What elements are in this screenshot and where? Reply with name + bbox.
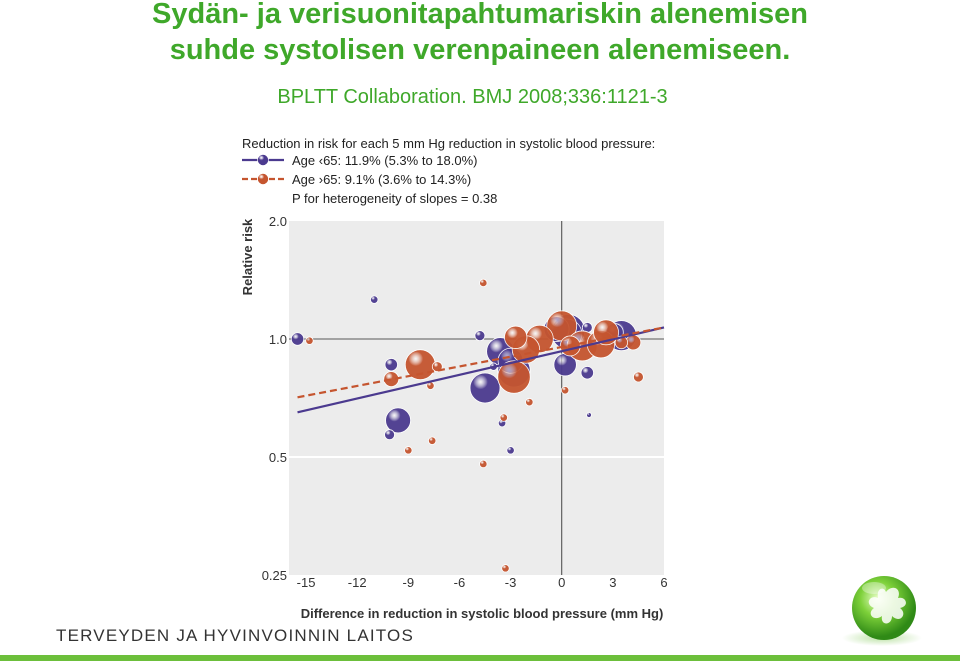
data-point (525, 398, 534, 407)
x-tick-label: 6 (660, 575, 667, 590)
data-point (560, 386, 570, 395)
data-point (479, 459, 488, 469)
slide-title-line-2: suhde systolisen verenpaineen alenemisee… (169, 34, 791, 66)
data-point (633, 371, 644, 383)
legend-entry: Age ‹65: 11.9% (5.3% to 18.0%) (292, 153, 477, 168)
x-tick-label: -15 (297, 575, 316, 590)
y-tick-label: 2.0 (269, 214, 287, 229)
data-point (384, 429, 395, 441)
legend-marker (257, 154, 269, 166)
x-tick-label: -12 (348, 575, 367, 590)
data-point (474, 330, 486, 342)
data-point (479, 278, 488, 288)
heterogeneity-note: P for heterogeneity of slopes = 0.38 (292, 191, 497, 206)
legend-entry: Age ›65: 9.1% (3.6% to 14.3%) (292, 172, 471, 187)
citation: BPLTT Collaboration. BMJ 2008;336:1121-3 (277, 86, 668, 108)
data-point (614, 335, 629, 350)
legend-marker (257, 173, 269, 185)
footer-organization: TERVEYDEN JA HYVINVOINNIN LAITOS (56, 626, 415, 645)
data-point (497, 360, 531, 394)
data-point (504, 325, 528, 349)
footer-bar (0, 655, 960, 661)
data-point (506, 446, 515, 455)
x-tick-label: 3 (609, 575, 616, 590)
legend-title: Reduction in risk for each 5 mm Hg reduc… (242, 136, 655, 151)
x-tick-label: -9 (403, 575, 415, 590)
data-point (305, 336, 314, 345)
x-axis-label: Difference in reduction in systolic bloo… (301, 606, 664, 621)
y-axis-label: Relative risk (240, 218, 255, 295)
data-point (501, 564, 510, 573)
data-point (385, 407, 411, 434)
data-point (580, 366, 594, 380)
regression-line (297, 326, 665, 399)
data-point (370, 295, 379, 304)
regression-line (297, 326, 665, 414)
data-point (469, 372, 501, 404)
y-tick-label: 0.25 (262, 568, 287, 583)
y-tick-label: 1.0 (269, 332, 287, 347)
slide-title-line-1: Sydän- ja verisuonitapahtumariskin alene… (152, 0, 808, 30)
data-point (625, 334, 642, 351)
data-point (404, 446, 413, 455)
data-point (428, 436, 437, 445)
slide-title: Sydän- ja verisuonitapahtumariskin alene… (0, 0, 960, 68)
data-point (586, 412, 592, 418)
data-point (499, 413, 508, 422)
y-tick-label: 0.5 (269, 450, 287, 465)
x-tick-label: -3 (505, 575, 517, 590)
data-point (384, 358, 398, 372)
thl-logo (842, 576, 922, 646)
x-tick-label: -6 (454, 575, 466, 590)
data-point (290, 332, 305, 346)
x-tick-label: 0 (558, 575, 565, 590)
